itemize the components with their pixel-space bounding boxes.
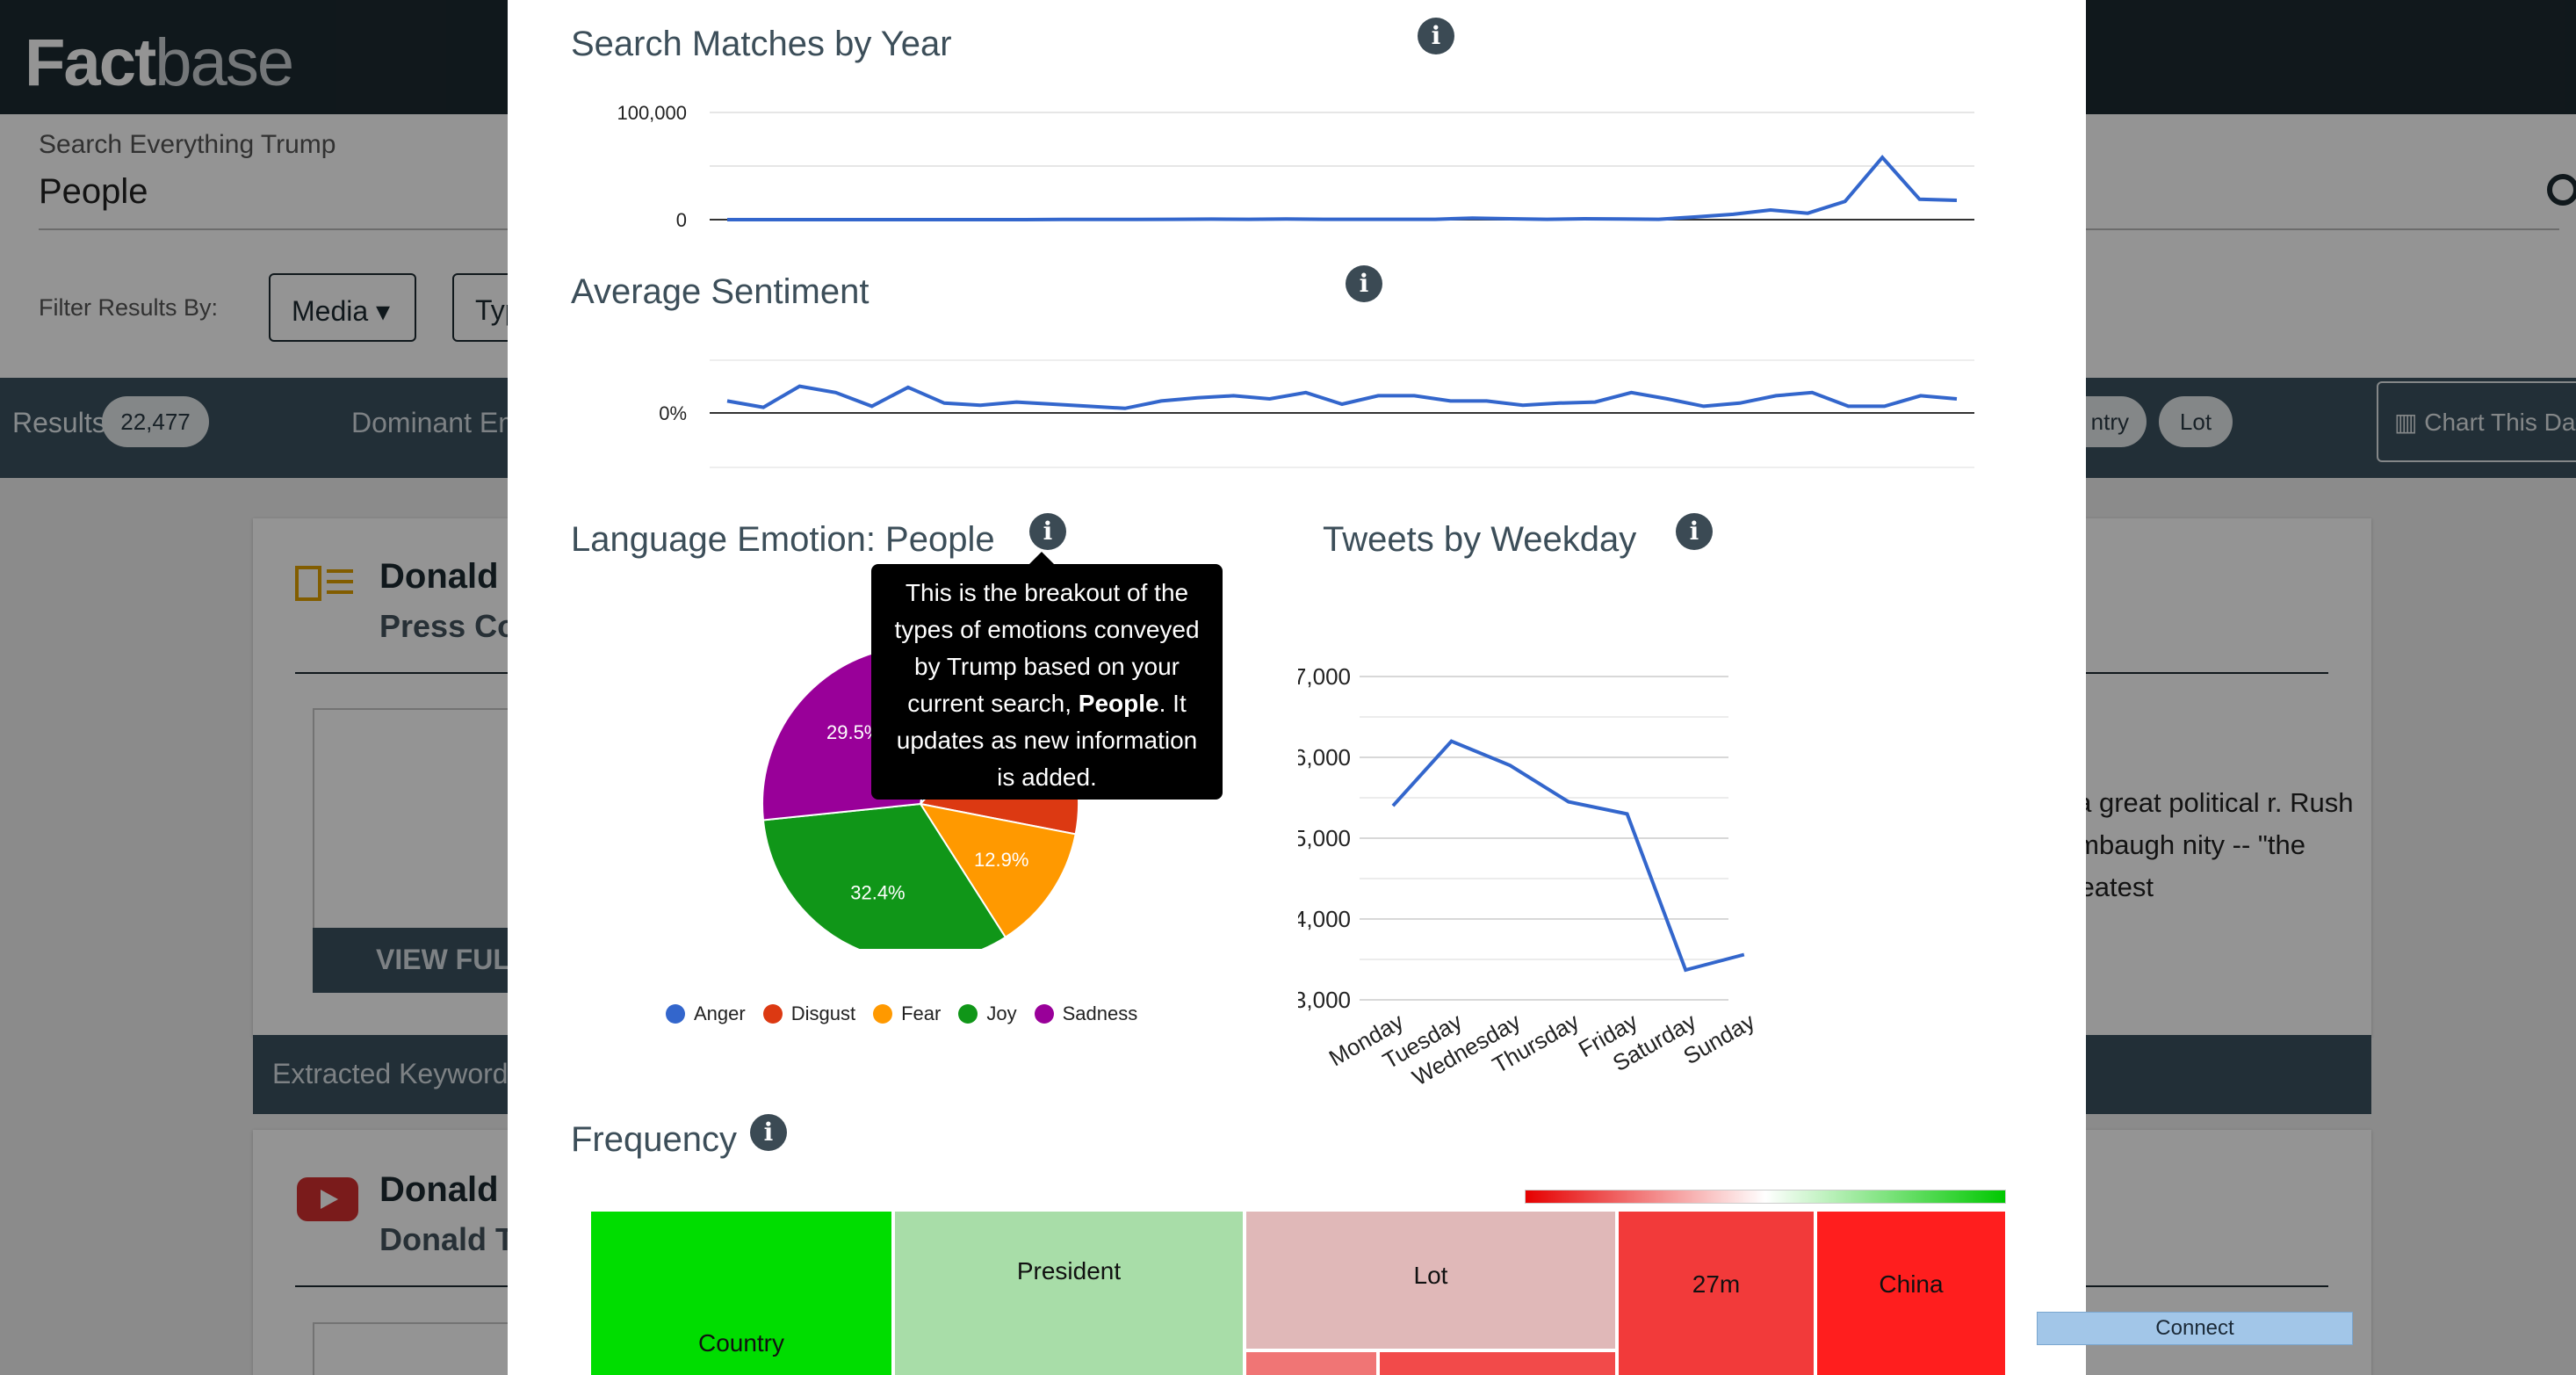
pie-slice-fear[interactable]: [918, 802, 1077, 939]
info-icon-search-matches[interactable]: i: [1418, 18, 1454, 54]
average-sentiment-title: Average Sentiment: [571, 272, 869, 311]
weekday-ytick: 7,000: [1298, 663, 1351, 690]
year-ytick-max: 100,000: [617, 102, 687, 124]
info-icon-weekday[interactable]: i: [1676, 513, 1713, 550]
search-matches-line: [727, 155, 1958, 221]
info-icon-emotion[interactable]: i: [1029, 513, 1066, 550]
logo-part-1: Fact: [25, 25, 156, 100]
legend-item-disgust[interactable]: Disgust: [762, 1002, 856, 1025]
view-full-button[interactable]: VIEW FULL: [313, 928, 523, 993]
legend-dot-joy: [958, 1004, 978, 1024]
search-input[interactable]: People: [39, 172, 148, 211]
pie-slice-joy[interactable]: [761, 802, 1007, 949]
treemap-cell-lot[interactable]: Lot: [1245, 1210, 1617, 1350]
card-2-image[interactable]: [313, 1322, 523, 1375]
legend-item-sadness[interactable]: Sadness: [1034, 1002, 1138, 1025]
results-label: Results: [12, 407, 106, 438]
pie-label-joy: 32.4%: [850, 881, 905, 903]
card-2-title[interactable]: Donald T: [379, 1170, 530, 1209]
weekday-ytick: 4,000: [1298, 906, 1351, 932]
legend-item-fear[interactable]: Fear: [873, 1002, 941, 1025]
language-emotion-title: Language Emotion: People: [571, 520, 995, 559]
treemap-cell-country[interactable]: Country: [589, 1210, 893, 1375]
tooltip-text-1: This is the breakout of the types of emo…: [894, 579, 1200, 717]
legend-dot-sadness: [1034, 1004, 1054, 1024]
sentiment-line: [726, 384, 1958, 410]
legend-dot-disgust: [762, 1004, 783, 1024]
weekday-ytick: 5,000: [1298, 825, 1351, 851]
legend-label-sadness: Sadness: [1062, 1002, 1138, 1024]
treemap-cell-president[interactable]: President: [893, 1210, 1245, 1375]
legend-item-anger[interactable]: Anger: [666, 1002, 746, 1025]
card-1-title[interactable]: Donald T: [379, 557, 530, 596]
dominant-emotion-label: Dominant Em: [351, 407, 522, 438]
treemap-cell-27m[interactable]: 27m: [1617, 1210, 1815, 1375]
legend-label-joy: Joy: [986, 1002, 1017, 1024]
chart-this-label: Chart This Dat: [2424, 409, 2576, 436]
legend-label-fear: Fear: [901, 1002, 942, 1024]
emotion-legend: Anger Disgust Fear Joy Sadness: [666, 996, 1155, 1031]
card-1-subtitle: Press Co: [379, 608, 517, 644]
treemap-cell-small-2[interactable]: [1378, 1350, 1617, 1375]
search-matches-title: Search Matches by Year: [571, 25, 952, 63]
sentiment-ytick-zero: 0%: [659, 402, 687, 424]
youtube-icon: [297, 1177, 358, 1221]
keyword-pill-lot[interactable]: Lot: [2159, 396, 2233, 447]
tweets-by-weekday-chart: 7,0006,0005,0004,0003,000MondayTuesdayWe…: [1298, 663, 1759, 1091]
logo-part-2: base: [155, 25, 294, 100]
legend-dot-fear: [873, 1004, 893, 1024]
frequency-color-scale: [1525, 1190, 2006, 1204]
legend-label-disgust: Disgust: [790, 1002, 856, 1024]
factbase-logo[interactable]: Factbase: [25, 25, 294, 101]
legend-dot-anger: [666, 1004, 685, 1024]
transcript-icon: [295, 566, 353, 601]
legend-item-joy[interactable]: Joy: [958, 1002, 1017, 1025]
emotion-info-tooltip: This is the breakout of the types of emo…: [871, 552, 1223, 800]
tooltip-bold-term: People: [1078, 690, 1159, 717]
search-icon[interactable]: [2547, 174, 2576, 206]
treemap-cell-china[interactable]: China: [1815, 1210, 2007, 1375]
legend-label-anger: Anger: [694, 1002, 746, 1024]
weekday-ytick: 6,000: [1298, 744, 1351, 771]
tooltip-text-2: . It updates as new information is added…: [896, 690, 1198, 791]
year-ytick-zero: 0: [676, 209, 687, 231]
average-sentiment-chart: 0%: [659, 359, 1974, 468]
search-label: Search Everything Trump: [39, 130, 336, 159]
weekday-line: [1391, 739, 1745, 973]
frequency-title: Frequency: [571, 1120, 737, 1159]
results-count-badge: 22,477: [102, 396, 209, 447]
treemap-cell-small-1[interactable]: [1245, 1350, 1378, 1375]
chart-icon: ▥: [2394, 409, 2425, 436]
connect-button[interactable]: Connect: [2037, 1312, 2353, 1345]
info-icon-sentiment[interactable]: i: [1346, 265, 1382, 302]
filter-label: Filter Results By:: [39, 294, 219, 321]
tweets-by-weekday-title: Tweets by Weekday: [1323, 520, 1637, 559]
filter-media-button[interactable]: Media ▾: [269, 273, 416, 342]
search-matches-chart: 100,000 0: [617, 102, 1974, 231]
pie-label-fear: 12.9%: [974, 849, 1028, 871]
frequency-treemap: Country President Lot 27m China: [589, 1210, 2007, 1375]
info-icon-frequency[interactable]: i: [750, 1114, 787, 1151]
chart-this-data-button[interactable]: ▥ Chart This Dat: [2377, 381, 2576, 462]
card-2-subtitle: Donald T: [379, 1221, 515, 1257]
charts-modal: Search Matches by Year i 100,000 0 Avera…: [508, 0, 2086, 1375]
weekday-ytick: 3,000: [1298, 987, 1351, 1013]
